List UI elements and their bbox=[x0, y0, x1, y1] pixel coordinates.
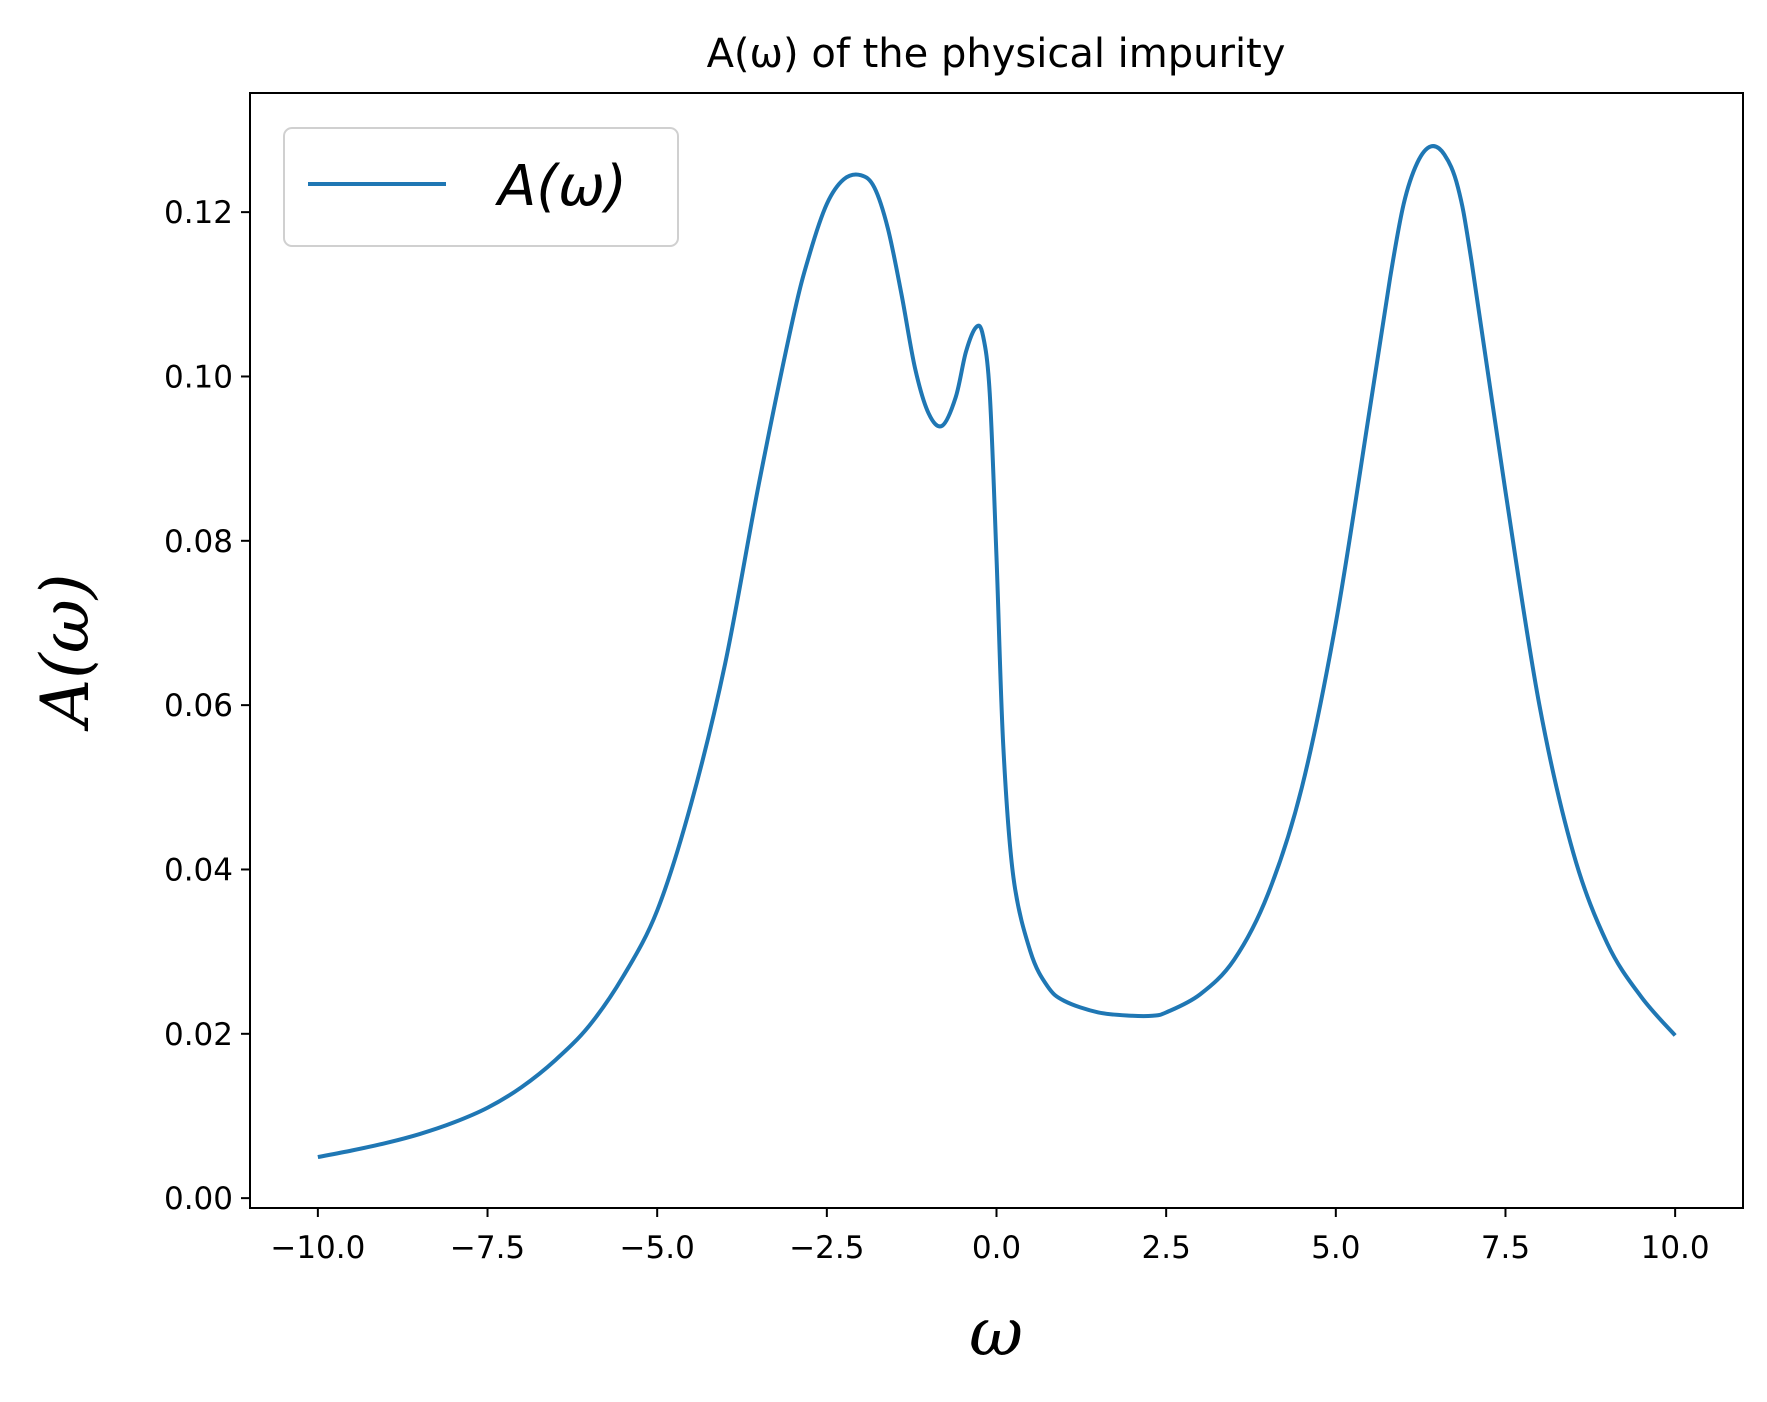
chart-title: A(ω) of the physical impurity bbox=[707, 31, 1286, 77]
x-tick-label: −10.0 bbox=[270, 1230, 365, 1266]
y-tick-label: 0.12 bbox=[164, 195, 233, 231]
series-line-0 bbox=[317, 144, 1677, 1160]
x-tick-label: 7.5 bbox=[1481, 1230, 1530, 1266]
x-tick-label: 10.0 bbox=[1641, 1230, 1710, 1266]
x-tick-label: 5.0 bbox=[1311, 1230, 1360, 1266]
y-tick-label: 0.00 bbox=[164, 1181, 233, 1217]
x-tick-label: 0.0 bbox=[972, 1230, 1021, 1266]
y-axis-label: A(ω) bbox=[27, 574, 104, 733]
legend: A(ω) bbox=[283, 127, 679, 247]
y-tick-label: 0.02 bbox=[164, 1017, 233, 1053]
x-tick-label: −5.0 bbox=[620, 1230, 695, 1266]
y-tick-label: 0.04 bbox=[164, 852, 233, 888]
y-tick-label: 0.10 bbox=[164, 359, 233, 395]
legend-box bbox=[283, 127, 679, 247]
x-tick-label: 2.5 bbox=[1142, 1230, 1191, 1266]
y-tick-label: 0.06 bbox=[164, 688, 233, 724]
x-tick-label: −2.5 bbox=[789, 1230, 864, 1266]
x-axis-label: ω bbox=[969, 1294, 1023, 1371]
legend-label: A(ω) bbox=[495, 154, 627, 219]
x-tick-label: −7.5 bbox=[450, 1230, 525, 1266]
y-axis: 0.00 0.02 0.04 0.06 0.08 0.10 0.12 bbox=[164, 195, 250, 1217]
y-tick-label: 0.08 bbox=[164, 524, 233, 560]
x-axis: −10.0 −7.5 −5.0 −2.5 0.0 2.5 5.0 7.5 10.0 bbox=[270, 1208, 1710, 1266]
plot-area bbox=[317, 144, 1677, 1160]
